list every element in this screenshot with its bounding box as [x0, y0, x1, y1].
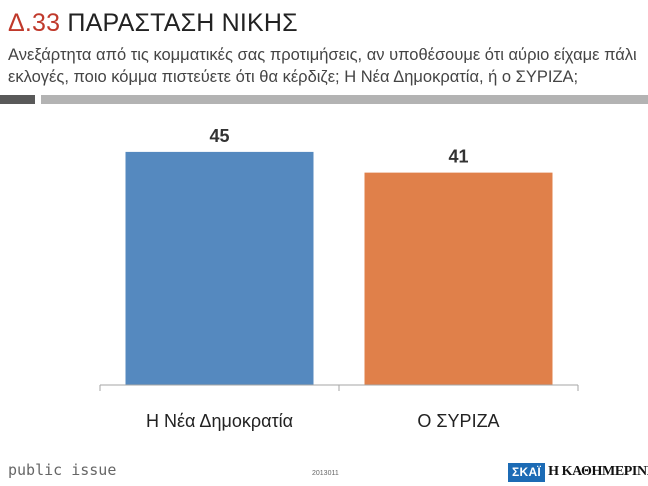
bar-1: [125, 151, 314, 385]
category-label-1: Η Νέα Δημοκρατία: [146, 411, 293, 431]
data-label-2: 41: [448, 147, 468, 167]
category-label-2: Ο ΣΥΡΙΖΑ: [417, 411, 499, 431]
partner-logos: ΣΚΑΪ Η ΚΑΘΗΜΕΡΙΝΗ: [508, 462, 648, 482]
header-rule-dark: [0, 95, 35, 104]
question-text: Ανεξάρτητα από τις κομματικές σας προτιμ…: [8, 46, 637, 86]
brand-public-issue: public issue: [8, 461, 117, 479]
chart-title: Δ.33 ΠΑΡΑΣΤΑΣΗ ΝΙΚΗΣ: [8, 9, 298, 38]
kathimerini-logo: Η ΚΑΘΗΜΕΡΙΝΗ: [548, 464, 648, 479]
survey-code: 2013011: [312, 470, 339, 477]
data-label-1: 45: [209, 126, 229, 146]
skai-logo: ΣΚΑΪ: [508, 462, 546, 482]
title-text: ΠΑΡΑΣΤΑΣΗ ΝΙΚΗΣ: [67, 9, 298, 37]
question-code: Δ.33: [8, 9, 61, 37]
bar-2: [364, 172, 553, 385]
header-rule-light: [41, 95, 648, 104]
